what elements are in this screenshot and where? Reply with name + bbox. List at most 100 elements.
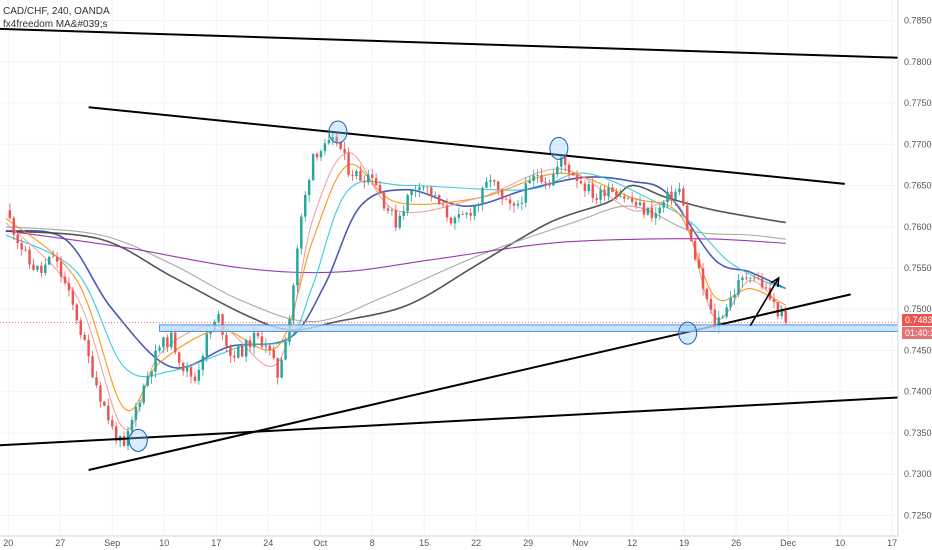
candle-body [678,188,681,192]
x-tick-label: 24 [263,538,273,548]
x-tick-label: 15 [419,538,429,548]
candle-body [725,307,728,317]
trendline [0,27,899,59]
candle-body [24,249,27,251]
candle-body [418,187,421,190]
candle-body [642,202,646,215]
candle-body [520,202,524,204]
candle-body [599,189,602,200]
candle-body [741,277,744,281]
candle-body [686,205,689,229]
candle-body [666,191,669,203]
candle-body [272,349,275,359]
candle-body [311,153,315,181]
candle-body [111,420,114,427]
candle-body [79,320,82,335]
candle-body [575,175,579,182]
current-price-label: 0.74839 [905,315,932,325]
candle-body [611,187,614,192]
candle-body [217,314,220,322]
candle-body [626,197,630,199]
candle-body [248,340,252,348]
candle-body [414,189,417,191]
trendline [0,396,899,447]
candle-body [87,339,90,357]
candle-body [713,309,717,329]
candle-body [150,371,153,377]
candle-body [122,436,126,446]
candle-body [745,277,748,279]
candle-body [394,210,398,228]
candle-body [48,256,51,265]
candle-body [516,203,520,206]
candle-body [319,151,323,158]
candle-body [465,212,468,215]
candle-body [548,183,551,186]
candle-body [650,207,654,219]
x-tick-label: 10 [835,538,845,548]
candle-body [95,377,98,386]
current-price-badge-bg [902,314,932,326]
candle-body [276,358,279,378]
candle-body [307,180,311,195]
candle-body [705,288,709,299]
candle-body [67,283,71,291]
candle-body [717,317,721,329]
x-tick-label: 10 [159,538,169,548]
candle-body [567,164,571,173]
candle-body [233,355,236,358]
candle-body [697,259,701,269]
candle-body [244,340,248,357]
candle-body [630,197,634,202]
candlesticks [8,131,787,451]
candle-body [347,152,350,175]
candle-body [386,208,390,211]
countdown-badge: 01:40:31 [902,327,932,339]
candle-body [756,278,760,279]
candle-body [382,192,386,209]
candle-body [406,194,409,212]
candle-body [721,316,724,318]
candle-body [16,234,19,244]
candle-body [59,261,63,277]
candle-body [174,332,177,353]
x-tick-label: 20 [3,538,13,548]
candle-body [142,385,145,403]
x-tick-label: Sep [104,538,120,548]
candle-body [351,174,354,177]
moving-average-line [5,176,787,369]
candle-body [205,333,208,357]
candle-body [473,205,476,216]
candle-body [36,265,39,270]
candle-body [595,197,598,200]
candle-body [536,175,539,176]
candle-body [359,171,362,181]
candle-body [749,277,752,279]
x-tick-label: 27 [55,538,65,548]
candle-body [256,332,260,337]
candle-body [615,191,618,197]
candle-body [623,196,626,199]
candle-body [552,174,555,186]
candle-body [709,298,713,310]
candle-body [524,183,528,203]
candle-body [772,299,776,303]
support-zone [159,324,899,332]
candle-body [426,187,429,189]
candle-body [457,214,461,218]
candle-body [674,191,677,200]
candle-body [107,405,110,421]
candle-body [63,276,67,284]
candle-body [512,203,516,206]
candle-body [91,356,94,378]
x-tick-label: Dec [780,538,797,548]
